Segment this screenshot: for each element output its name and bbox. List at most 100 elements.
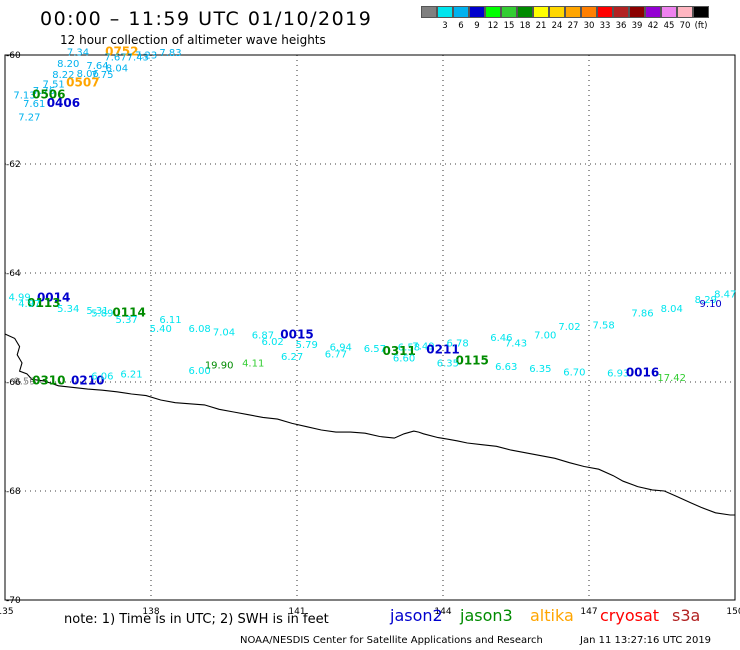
legend-swatch <box>517 6 533 18</box>
wave-height-value: 7.02 <box>558 322 580 333</box>
lat-tick-label: -66 <box>6 378 21 388</box>
satellite-legend-jason2: jason2 <box>390 606 443 625</box>
map-frame <box>4 54 736 601</box>
pass-time-label: 0311 <box>382 344 415 358</box>
wave-height-value: 6.94 <box>330 342 352 353</box>
legend-label: 39 <box>631 21 643 31</box>
wave-height-value: 7.49 <box>412 341 434 352</box>
wave-height-value: 7.04 <box>213 328 235 339</box>
wave-height-value: 7.43 <box>505 339 527 350</box>
legend-label: 45 <box>663 21 675 31</box>
legend-label: 21 <box>535 21 547 31</box>
legend-label: 36 <box>615 21 627 31</box>
legend-swatch <box>645 6 661 18</box>
legend-label: 27 <box>567 21 579 31</box>
antarctic-coastline <box>4 333 735 516</box>
wave-height-value: 6.46 <box>490 333 512 344</box>
wave-height-value: 19.90 <box>205 360 234 371</box>
legend-label: 24 <box>551 21 563 31</box>
lon-tick-label: 144 <box>434 607 451 617</box>
legend-swatch <box>533 6 549 18</box>
wave-height-value: 5.37 <box>116 315 138 326</box>
satellite-legend-altika: altika <box>530 606 574 625</box>
wave-height-value: 7.27 <box>18 112 40 123</box>
pass-time-label: 0507 <box>66 76 99 90</box>
legend-label: 3 <box>442 21 448 31</box>
wave-height-value: 7.61 <box>23 99 45 110</box>
wave-height-value: 6.06 <box>91 371 113 382</box>
coastline <box>4 333 735 516</box>
legend-swatch <box>453 6 469 18</box>
wave-height-value: 6.35 <box>529 364 551 375</box>
legend-swatch <box>485 6 501 18</box>
lon-tick-label: 141 <box>288 607 305 617</box>
lat-tick-label: -70 <box>6 596 21 606</box>
wave-height-value: 6.02 <box>262 337 284 348</box>
wave-height-value: 5.89 <box>91 309 113 320</box>
wave-height-value: 4.99 <box>8 292 30 303</box>
wave-height-value: 7.58 <box>592 321 614 332</box>
wave-height-value: 6.70 <box>563 367 585 378</box>
wave-height-value: 8.22 <box>52 70 74 81</box>
wave-height-value: 6.78 <box>446 339 468 350</box>
legend-swatch <box>501 6 517 18</box>
lon-tick-label: 138 <box>142 607 159 617</box>
wave-height-value: 6.08 <box>189 324 211 335</box>
color-scale-labels: 3 6 9 12 15 18 21 24 27 30 33 36 39 42 45 70 (ft) <box>421 21 740 33</box>
wave-height-value: 4.11 <box>242 359 264 370</box>
pass-time-label: 0506 <box>32 88 65 102</box>
satellite-legend-cryosat: cryosat <box>600 606 660 625</box>
wave-height-value: 8.29 <box>695 295 717 306</box>
wave-height-value: 9.10 <box>700 299 722 310</box>
footer-note: note: 1) Time is in UTC; 2) SWH is in fe… <box>64 612 329 627</box>
lon-tick-label: 135 <box>0 607 14 617</box>
pass-time-label: 0114 <box>112 306 145 320</box>
credit-line: NOAA/NESDIS Center for Satellite Applica… <box>240 635 543 646</box>
pass-time-label: 0115 <box>455 354 488 368</box>
legend-swatch <box>661 6 677 18</box>
legend-swatch <box>421 6 437 18</box>
page-title: 00:00 – 11:59 UTC 01/10/2019 <box>40 8 373 30</box>
wave-height-value: 7.00 <box>534 330 556 341</box>
legend-label: 15 <box>503 21 515 31</box>
legend-label: 9 <box>474 21 480 31</box>
generated-timestamp: Jan 11 13:27:16 UTC 2019 <box>580 635 712 646</box>
lon-tick-label: 150 <box>726 607 740 617</box>
legend-swatch <box>469 6 485 18</box>
legend-label: 6 <box>458 21 464 31</box>
legend-swatch <box>437 6 453 18</box>
wave-height-value: 5.40 <box>150 324 172 335</box>
lat-tick-label: -68 <box>6 487 21 497</box>
wave-height-value: 8.06 <box>77 69 99 80</box>
legend-swatch <box>613 6 629 18</box>
wave-height-value: 8.20 <box>57 59 79 70</box>
wave-height-value: 6.00 <box>189 366 211 377</box>
wave-height-value: 6.57 <box>364 344 386 355</box>
lat-tick-label: -60 <box>6 51 21 61</box>
wave-height-value: 7.83 <box>159 48 181 59</box>
wave-height-value: 17.42 <box>657 373 686 384</box>
pass-time-label: 0210 <box>71 374 104 388</box>
color-scale-legend <box>421 6 709 18</box>
wave-height-value: 6.35 <box>437 359 459 370</box>
legend-label: 12 <box>487 21 499 31</box>
legend-swatch <box>693 6 709 18</box>
satellite-legend-jason3: jason3 <box>460 606 513 625</box>
wave-height-value: 6.93 <box>607 369 629 380</box>
pass-time-label: 0752 <box>105 45 138 59</box>
wave-height-value: 5.34 <box>57 304 79 315</box>
legend-swatch <box>581 6 597 18</box>
legend-label: 30 <box>583 21 595 31</box>
wave-height-value: 6.58 <box>398 342 420 353</box>
satellite-legend-s3a: s3a <box>672 606 701 625</box>
graticule <box>4 54 736 601</box>
wave-height-value: 6.60 <box>393 353 415 364</box>
wave-height-value: 6.77 <box>325 349 347 360</box>
wave-height-value: 7.64 <box>86 61 108 72</box>
wave-height-observations: 7.34 0752 8.20 7.647.677.437.23 7.83 8.04 8.22… <box>8 45 736 388</box>
pass-time-label: 0113 <box>27 296 60 310</box>
pass-time-label: 0016 <box>626 366 659 380</box>
wave-height-value: 6.87 <box>252 330 274 341</box>
legend-label: 42 <box>647 21 659 31</box>
axis-tick-labels: 135 138 141 144 147 150 -60 -62 -64 -66 -68 -70 <box>0 51 740 617</box>
